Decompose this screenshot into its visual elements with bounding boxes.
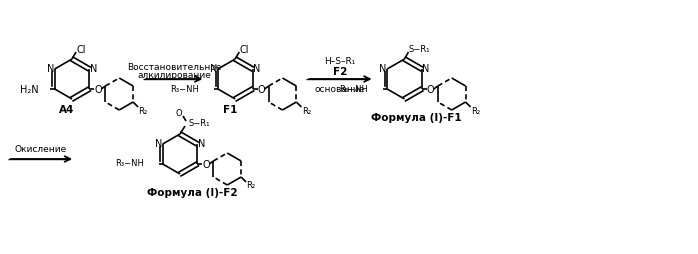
Text: Восстановительное: Восстановительное [127, 62, 221, 71]
Text: N: N [47, 64, 54, 74]
Text: N: N [89, 64, 97, 74]
Text: алкилирование: алкилирование [137, 71, 211, 80]
Text: O: O [258, 85, 265, 95]
Text: O: O [94, 85, 102, 95]
Text: R₂: R₂ [471, 106, 480, 115]
Text: H₂N: H₂N [20, 85, 38, 95]
Text: N: N [198, 138, 205, 148]
Text: Формула (I)-F2: Формула (I)-F2 [147, 187, 237, 197]
Text: N: N [210, 64, 218, 74]
Text: S−R₁: S−R₁ [409, 45, 430, 54]
Text: R₃−NH: R₃−NH [339, 84, 368, 93]
Text: N: N [155, 138, 163, 148]
Text: O: O [176, 109, 182, 118]
Text: Окисление: Окисление [15, 144, 67, 153]
Text: A4: A4 [59, 105, 75, 115]
Text: S−R₁: S−R₁ [188, 119, 209, 128]
Text: N: N [380, 64, 387, 74]
Text: R₂: R₂ [302, 106, 311, 115]
Text: Cl: Cl [239, 45, 249, 55]
Text: N: N [253, 64, 260, 74]
Text: O: O [427, 85, 435, 95]
Text: H–S–R₁: H–S–R₁ [325, 57, 356, 66]
Text: N: N [422, 64, 429, 74]
Text: R₂: R₂ [246, 181, 255, 190]
Text: F2: F2 [333, 67, 347, 77]
Text: R₃−NH: R₃−NH [170, 84, 199, 93]
Text: O: O [202, 159, 210, 169]
Text: R₃−NH: R₃−NH [114, 159, 144, 168]
Text: R₂: R₂ [138, 106, 148, 115]
Text: F1: F1 [223, 105, 237, 115]
Text: основание: основание [315, 84, 365, 93]
Text: Cl: Cl [76, 45, 86, 55]
Text: Формула (I)-F1: Формула (I)-F1 [371, 113, 462, 122]
